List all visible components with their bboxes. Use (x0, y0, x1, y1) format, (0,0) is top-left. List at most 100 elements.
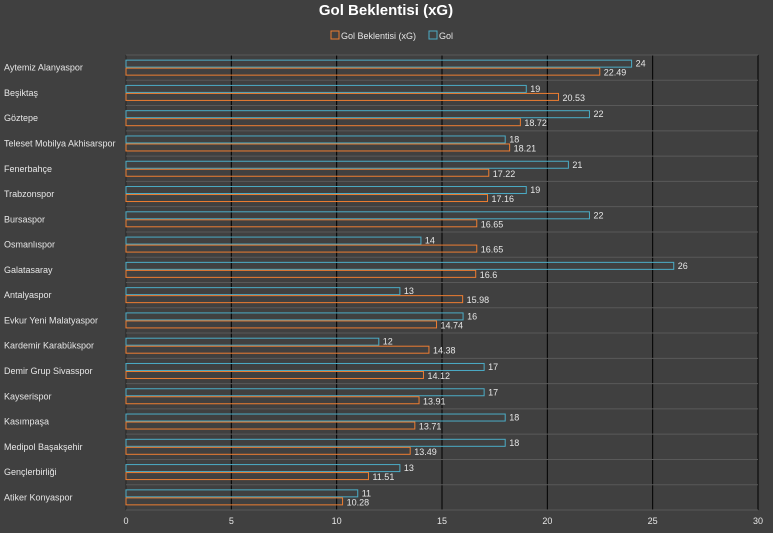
category-label: Demir Grup Sivasspor (4, 366, 93, 376)
data-label-xg: 18.72 (524, 118, 547, 128)
bar-gol (125, 413, 506, 422)
category-label: Bursaspor (4, 214, 45, 224)
bar-xg (125, 320, 438, 329)
data-label-xg: 16.65 (481, 245, 504, 255)
plot-area: Aytemiz Alanyaspor 24 22.49 Beşiktaş 19 20.53… (4, 54, 763, 526)
bar-xg (125, 497, 344, 506)
category-label: Antalyaspor (4, 290, 52, 300)
data-label-xg: 16.6 (480, 270, 498, 280)
bar-xg (125, 446, 411, 455)
bar-gol (125, 160, 569, 169)
category-label: Medipol Başakşehir (4, 442, 83, 452)
category-label: Aytemiz Alanyaspor (4, 63, 83, 73)
data-label-xg: 13.49 (414, 447, 437, 457)
category-label: Galatasaray (4, 265, 53, 275)
bar-xg (125, 92, 559, 101)
bar-gol (125, 489, 359, 498)
bar-gol (125, 438, 506, 447)
category-label: Trabzonspor (4, 189, 54, 199)
data-label-gol: 11 (362, 488, 371, 498)
bar-xg (125, 295, 464, 304)
data-label-gol: 14 (425, 236, 435, 246)
bar-xg (125, 269, 477, 278)
bar-gol (125, 59, 633, 68)
bar-gol (125, 236, 422, 245)
x-tick-label: 15 (437, 516, 447, 526)
data-label-xg: 11.51 (372, 472, 394, 482)
x-tick-label: 30 (753, 516, 763, 526)
data-label-xg: 13.71 (419, 422, 442, 432)
data-label-gol: 22 (593, 109, 603, 119)
data-label-xg: 10.28 (347, 497, 370, 507)
data-label-xg: 15.98 (467, 295, 490, 305)
legend: Gol Beklentisi (xG) Gol (330, 30, 453, 41)
x-tick-label: 20 (542, 516, 552, 526)
bar-gol (125, 312, 464, 321)
bar-gol (125, 135, 506, 144)
bar-xg (125, 244, 478, 253)
data-label-gol: 16 (467, 311, 477, 321)
bar-gol (125, 211, 590, 220)
bar-gol (125, 464, 401, 473)
legend-label: Gol (439, 31, 453, 41)
bar-xg (125, 345, 430, 354)
bar-gol (125, 110, 590, 119)
chart-title: Gol Beklentisi (xG) (319, 2, 453, 19)
bar-xg (125, 370, 424, 379)
bar-xg (125, 67, 601, 76)
category-label: Osmanlıspor (4, 240, 55, 250)
category-label: Evkur Yeni Malatyaspor (4, 315, 98, 325)
x-tick-label: 10 (332, 516, 342, 526)
data-label-gol: 18 (509, 413, 519, 423)
data-label-gol: 12 (383, 337, 393, 347)
category-label: Beşiktaş (4, 88, 39, 98)
data-label-gol: 19 (530, 185, 540, 195)
data-label-xg: 14.38 (433, 346, 456, 356)
bar-xg (125, 219, 478, 228)
bar-gol (125, 261, 675, 270)
bar-gol (125, 287, 401, 296)
bar-gol (125, 186, 527, 195)
bar-xg (125, 143, 511, 152)
bar-gol (125, 84, 527, 93)
bar-gol (125, 337, 380, 346)
bar-xg (125, 194, 489, 203)
data-label-xg: 16.65 (481, 219, 504, 229)
bar-xg (125, 421, 416, 430)
category-label: Kasımpaşa (4, 417, 49, 427)
legend-swatch (428, 30, 438, 40)
data-label-gol: 22 (593, 210, 603, 220)
legend-swatch (330, 30, 340, 40)
data-label-xg: 14.74 (441, 320, 464, 330)
data-label-xg: 17.16 (492, 194, 515, 204)
data-label-xg: 20.53 (562, 93, 585, 103)
data-label-gol: 17 (488, 387, 498, 397)
data-label-gol: 13 (404, 286, 414, 296)
category-label: Fenerbahçe (4, 164, 52, 174)
category-label: Göztepe (4, 113, 38, 123)
category-label: Kayserispor (4, 391, 52, 401)
legend-label: Gol Beklentisi (xG) (341, 31, 416, 41)
bar-gol (125, 388, 485, 397)
data-label-xg: 13.91 (423, 396, 446, 406)
data-label-gol: 18 (509, 134, 519, 144)
data-label-gol: 24 (636, 59, 646, 69)
data-label-gol: 18 (509, 438, 519, 448)
category-label: Kardemir Karabükspor (4, 341, 94, 351)
data-label-xg: 18.21 (514, 143, 537, 153)
data-label-xg: 17.22 (493, 169, 516, 179)
data-label-gol: 21 (572, 160, 582, 170)
data-label-gol: 19 (530, 84, 540, 94)
category-label: Atiker Konyaspor (4, 492, 73, 502)
x-tick-label: 25 (648, 516, 658, 526)
x-tick-label: 5 (229, 516, 234, 526)
data-label-xg: 14.12 (427, 371, 450, 381)
x-tick-label: 0 (123, 516, 128, 526)
bar-xg (125, 118, 521, 127)
bar-xg (125, 472, 369, 481)
data-label-gol: 17 (488, 362, 498, 372)
bar-xg (125, 168, 490, 177)
bar-xg (125, 396, 420, 405)
